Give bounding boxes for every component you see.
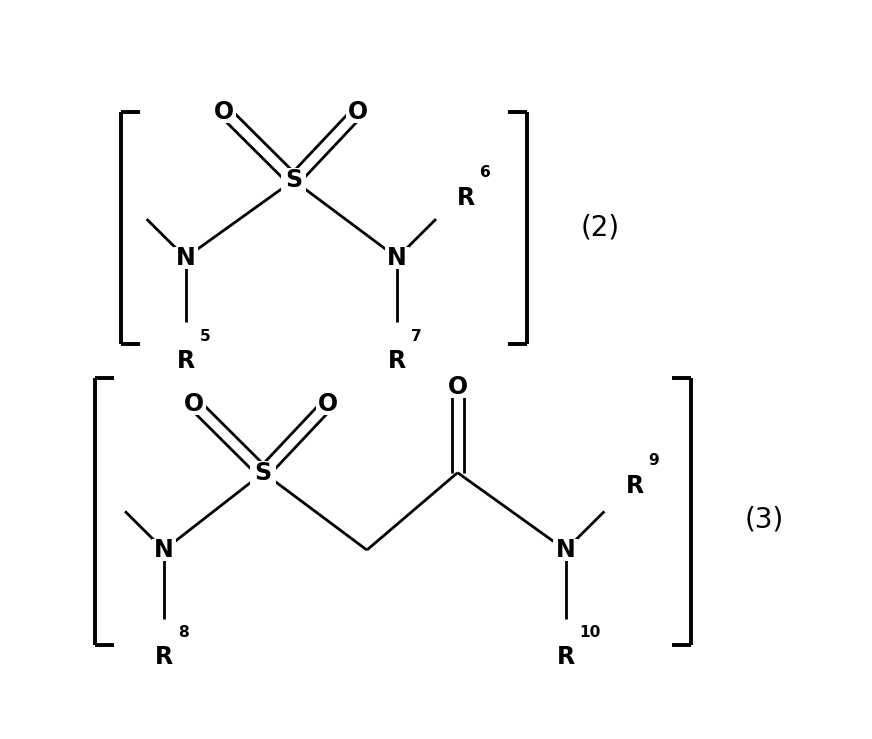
Text: O: O	[447, 375, 467, 399]
Text: N: N	[555, 538, 576, 562]
Text: (3): (3)	[745, 506, 784, 534]
Text: N: N	[387, 246, 407, 270]
Text: O: O	[215, 100, 235, 123]
Text: 8: 8	[178, 625, 188, 640]
Text: R: R	[625, 474, 644, 497]
Bar	[346, 101, 371, 123]
Bar	[152, 539, 176, 561]
Bar	[174, 247, 198, 269]
Bar	[212, 101, 236, 123]
Bar	[316, 392, 340, 415]
Text: N: N	[175, 246, 195, 270]
Bar	[446, 375, 470, 398]
Text: 10: 10	[579, 625, 601, 640]
Text: S: S	[285, 168, 302, 192]
Text: R: R	[176, 349, 194, 373]
Text: 6: 6	[480, 166, 491, 180]
Text: N: N	[154, 538, 174, 562]
Text: 7: 7	[411, 329, 422, 344]
Text: 9: 9	[649, 453, 659, 469]
Text: R: R	[388, 349, 406, 373]
Bar	[182, 392, 207, 415]
Text: R: R	[556, 645, 575, 670]
Text: R: R	[457, 185, 475, 210]
Text: 5: 5	[200, 329, 210, 344]
Bar	[281, 168, 306, 192]
Text: O: O	[348, 100, 368, 123]
Text: S: S	[255, 460, 272, 485]
Text: O: O	[184, 392, 204, 416]
Bar	[250, 460, 276, 485]
Text: O: O	[318, 392, 338, 416]
Bar	[385, 247, 409, 269]
Text: (2): (2)	[581, 214, 620, 242]
Bar	[554, 539, 577, 561]
Text: R: R	[155, 645, 173, 670]
